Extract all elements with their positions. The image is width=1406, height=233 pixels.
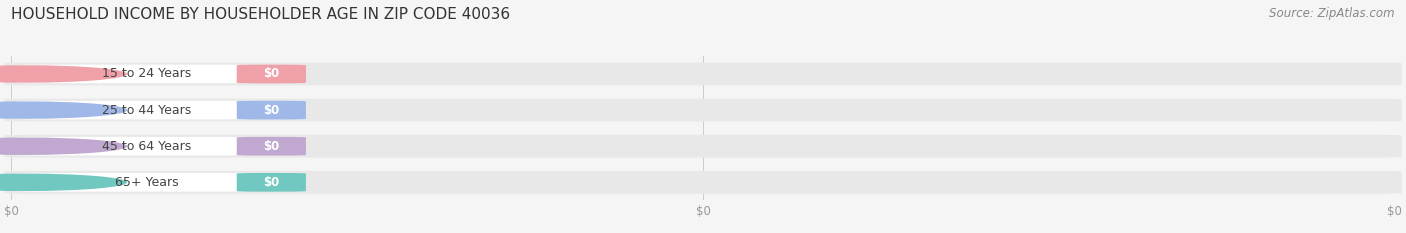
- Text: $0: $0: [263, 176, 280, 189]
- Text: HOUSEHOLD INCOME BY HOUSEHOLDER AGE IN ZIP CODE 40036: HOUSEHOLD INCOME BY HOUSEHOLDER AGE IN Z…: [11, 7, 510, 22]
- FancyBboxPatch shape: [17, 137, 242, 156]
- Ellipse shape: [0, 174, 127, 191]
- Text: 15 to 24 Years: 15 to 24 Years: [103, 68, 191, 80]
- FancyBboxPatch shape: [4, 99, 1402, 121]
- FancyBboxPatch shape: [236, 173, 307, 192]
- Ellipse shape: [0, 101, 127, 119]
- Ellipse shape: [0, 137, 127, 155]
- Text: $0: $0: [263, 140, 280, 153]
- FancyBboxPatch shape: [4, 171, 1402, 194]
- FancyBboxPatch shape: [4, 63, 1402, 85]
- FancyBboxPatch shape: [4, 135, 1402, 158]
- FancyBboxPatch shape: [236, 137, 307, 156]
- Text: 65+ Years: 65+ Years: [115, 176, 179, 189]
- FancyBboxPatch shape: [236, 101, 307, 120]
- Text: 25 to 44 Years: 25 to 44 Years: [103, 104, 191, 116]
- FancyBboxPatch shape: [17, 65, 242, 83]
- Text: Source: ZipAtlas.com: Source: ZipAtlas.com: [1270, 7, 1395, 20]
- Text: $0: $0: [263, 104, 280, 116]
- Text: 45 to 64 Years: 45 to 64 Years: [103, 140, 191, 153]
- Text: $0: $0: [263, 68, 280, 80]
- FancyBboxPatch shape: [17, 173, 242, 192]
- FancyBboxPatch shape: [17, 101, 242, 120]
- Ellipse shape: [0, 65, 127, 83]
- FancyBboxPatch shape: [236, 65, 307, 83]
